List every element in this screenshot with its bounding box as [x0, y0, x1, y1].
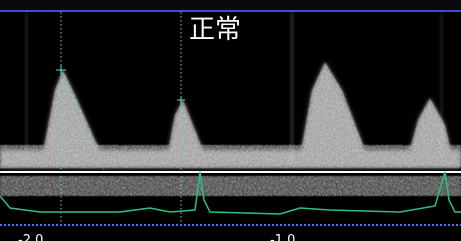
- scale-label: -2.0: [18, 233, 43, 241]
- top-band: [0, 0, 461, 10]
- label: 正常: [189, 15, 241, 45]
- scale-label: -1.0: [270, 233, 295, 241]
- doppler-image: 正常 -2.0 -1.0: [0, 0, 461, 241]
- page: 正常 -2.0 -1.0 (() => { const data = JSON.…: [0, 0, 461, 241]
